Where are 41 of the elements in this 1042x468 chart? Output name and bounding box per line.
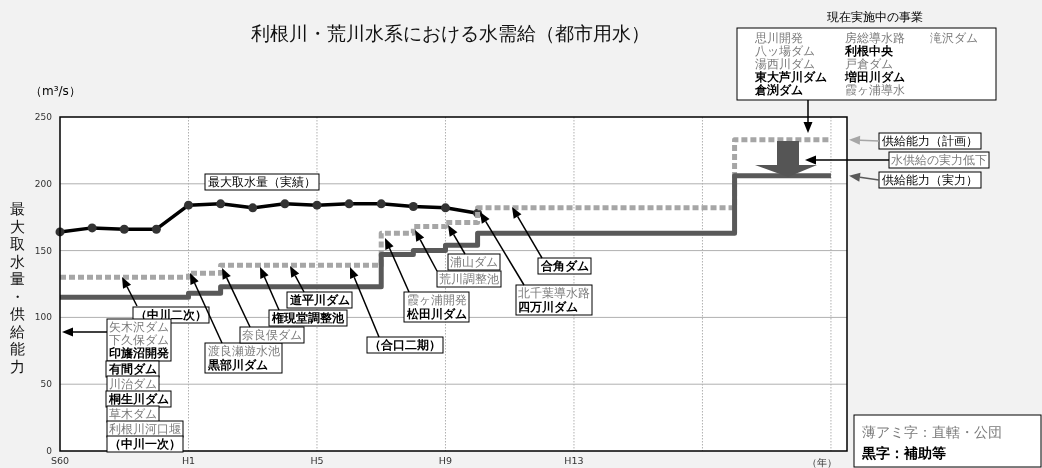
text: 霞ヶ浦導水 <box>845 83 905 97</box>
text: 房総導水路 <box>845 31 905 45</box>
annotation: 印旛沼開発 <box>109 346 169 360</box>
x-tick-label: H13 <box>564 455 584 466</box>
series-label: 最大取水量（実績） <box>208 175 316 189</box>
x-tick-label: H1 <box>181 455 196 466</box>
x-tick-label: H9 <box>438 455 453 466</box>
annotation: 北千葉導水路 <box>518 286 590 300</box>
text: 最大取水量・供給能力 <box>10 200 25 376</box>
text: 思川開発 <box>754 31 803 45</box>
y-tick-label: 0 <box>46 446 53 456</box>
annotation: 矢木沢ダム <box>109 320 169 334</box>
text: 現在実施中の事業 <box>827 10 923 24</box>
legend-label: 供給能力（計画） <box>882 134 978 148</box>
text: 東大芦川ダム <box>754 70 827 84</box>
x-tick-label: S60 <box>50 455 70 466</box>
text: 湯西川ダム <box>755 57 815 71</box>
y-tick-label: 250 <box>34 112 53 122</box>
annotation: 黒部川ダム <box>207 358 268 372</box>
annotation: 四万川ダム <box>518 300 578 314</box>
text: 増田川ダム <box>844 70 905 84</box>
text: 薄アミ字：直轄・公団 <box>862 424 1002 440</box>
annotation: 松田川ダム <box>406 307 467 321</box>
text: 黒字：補助等 <box>861 445 946 461</box>
text: 倉渕ダム <box>754 83 803 97</box>
annotation: 霞ヶ浦開発 <box>407 293 467 307</box>
chart-title: 利根川・荒川水系における水需給（都市用水） <box>250 22 650 44</box>
text: 利根中央 <box>844 44 894 58</box>
x-tick-label: H5 <box>310 455 324 466</box>
x-axis-title: （年） <box>807 457 837 468</box>
text: 滝沢ダム <box>930 31 978 45</box>
annotation: 渡良瀬遊水池 <box>208 344 280 358</box>
text: 八ッ場ダム <box>755 44 815 58</box>
y-tick-label: 200 <box>34 178 53 189</box>
y-tick-label: 150 <box>34 245 53 256</box>
text: 戸倉ダム <box>845 57 893 71</box>
legend-label: 供給能力（実力） <box>882 173 978 187</box>
text: （m³/s） <box>30 84 81 98</box>
y-tick-label: 50 <box>40 379 53 390</box>
y-tick-label: 100 <box>34 312 53 323</box>
annotation: 下久保ダム <box>109 333 169 347</box>
